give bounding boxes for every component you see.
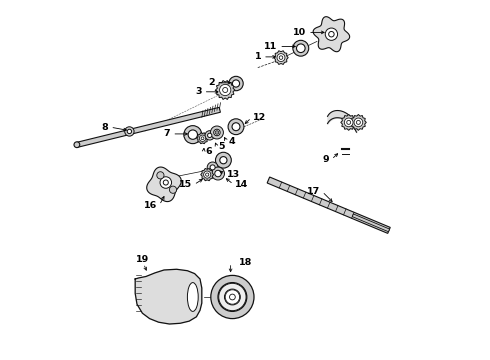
Circle shape: [325, 28, 338, 40]
Polygon shape: [313, 17, 350, 52]
Circle shape: [188, 130, 197, 139]
Circle shape: [211, 275, 254, 319]
Circle shape: [229, 294, 235, 300]
Text: 8: 8: [102, 123, 108, 132]
Circle shape: [125, 127, 134, 136]
Circle shape: [277, 54, 285, 62]
Polygon shape: [201, 168, 214, 181]
Circle shape: [232, 123, 240, 131]
Text: 2: 2: [209, 78, 215, 87]
Text: 15: 15: [179, 180, 192, 189]
Circle shape: [279, 56, 283, 59]
Circle shape: [232, 80, 240, 87]
Text: 17: 17: [307, 187, 320, 196]
Circle shape: [163, 180, 169, 185]
Polygon shape: [216, 81, 235, 99]
Text: 18: 18: [239, 258, 252, 267]
Text: 5: 5: [219, 143, 225, 152]
Circle shape: [293, 40, 309, 56]
Circle shape: [347, 121, 351, 124]
Circle shape: [201, 137, 204, 140]
Polygon shape: [350, 114, 367, 130]
Circle shape: [204, 171, 211, 178]
Text: 13: 13: [227, 170, 240, 179]
Text: 4: 4: [228, 137, 235, 146]
Circle shape: [356, 121, 360, 124]
Text: 6: 6: [205, 148, 212, 157]
Circle shape: [225, 290, 240, 304]
Polygon shape: [197, 133, 208, 144]
Circle shape: [224, 289, 240, 305]
Circle shape: [344, 118, 353, 127]
Circle shape: [206, 173, 209, 176]
Text: 9: 9: [323, 155, 330, 164]
Circle shape: [219, 283, 246, 311]
Text: 12: 12: [253, 113, 267, 122]
Circle shape: [215, 131, 219, 134]
Text: 3: 3: [196, 87, 202, 96]
Circle shape: [207, 162, 218, 173]
Polygon shape: [135, 269, 202, 324]
Polygon shape: [341, 114, 357, 130]
Polygon shape: [274, 51, 288, 64]
Circle shape: [208, 133, 212, 138]
Text: 14: 14: [235, 180, 248, 189]
Text: 1: 1: [255, 53, 261, 62]
Circle shape: [74, 142, 80, 148]
Circle shape: [220, 84, 231, 96]
Circle shape: [218, 283, 247, 311]
Circle shape: [199, 135, 206, 141]
Text: 7: 7: [164, 130, 171, 139]
Polygon shape: [77, 107, 221, 147]
Circle shape: [184, 126, 202, 144]
Circle shape: [329, 31, 334, 37]
Circle shape: [296, 44, 305, 53]
Ellipse shape: [187, 283, 198, 311]
Text: 11: 11: [264, 42, 277, 51]
Circle shape: [212, 167, 224, 180]
Circle shape: [127, 129, 131, 134]
Text: 10: 10: [293, 28, 306, 37]
Polygon shape: [352, 214, 390, 232]
Circle shape: [205, 131, 215, 140]
Circle shape: [157, 172, 164, 179]
Circle shape: [160, 177, 172, 188]
Circle shape: [210, 126, 223, 139]
Circle shape: [229, 76, 243, 91]
Circle shape: [215, 170, 221, 177]
Circle shape: [354, 118, 363, 127]
Circle shape: [216, 152, 231, 168]
Circle shape: [210, 165, 215, 170]
Circle shape: [222, 87, 228, 93]
Circle shape: [220, 157, 227, 164]
Polygon shape: [147, 167, 181, 202]
Polygon shape: [267, 177, 390, 233]
Circle shape: [228, 119, 244, 135]
Circle shape: [214, 129, 220, 136]
Text: 16: 16: [144, 201, 157, 210]
Circle shape: [170, 186, 176, 193]
Text: 19: 19: [136, 256, 149, 264]
